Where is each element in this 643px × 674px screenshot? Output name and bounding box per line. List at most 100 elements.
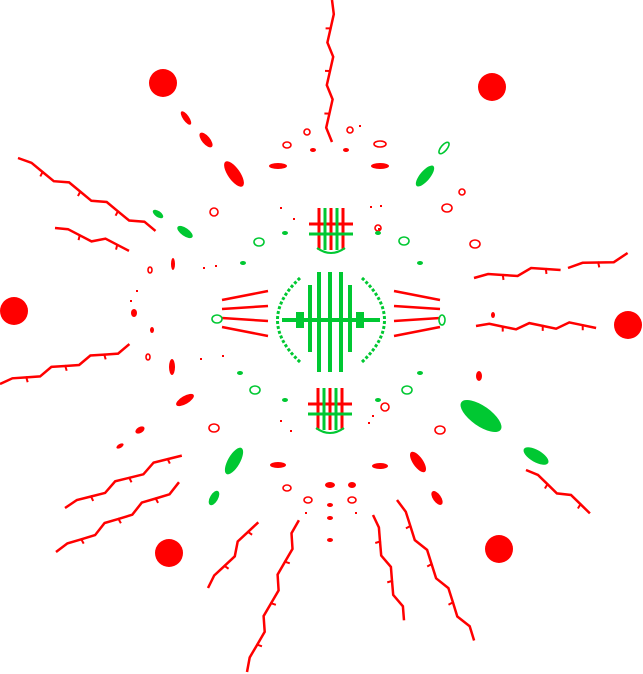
red-radial-stroke-tick	[77, 190, 82, 197]
red-hatch-line	[393, 325, 441, 338]
red-radial-stroke-tick	[246, 530, 253, 536]
red-radial-stroke-tick	[117, 517, 122, 524]
red-radial-stroke-tick	[501, 273, 505, 281]
red-ellipse	[371, 163, 389, 169]
red-ellipse	[347, 496, 357, 504]
red-ellipse	[325, 482, 335, 488]
green-ellipse	[282, 398, 288, 402]
red-hatch-line	[393, 304, 441, 311]
red-radial-stroke-tick	[114, 209, 120, 217]
red-radial-stroke-tick	[405, 524, 412, 530]
red-ellipse	[434, 425, 446, 435]
red-hatch-line	[393, 316, 441, 323]
green-ellipse	[417, 371, 423, 375]
green-ellipse	[398, 236, 410, 246]
red-ellipse	[199, 132, 213, 148]
red-ellipse	[145, 353, 151, 361]
red-ellipse	[343, 148, 349, 152]
red-radial-stroke-tick	[115, 243, 119, 250]
green-ellipse	[401, 385, 413, 395]
red-radial-stroke-tick	[426, 562, 433, 568]
red-radial-stroke-tick	[223, 564, 230, 570]
green-ellipse	[211, 314, 223, 324]
red-radial-stroke	[64, 454, 183, 510]
green-ellipse	[177, 225, 193, 239]
red-radial-stroke-tick	[154, 497, 159, 504]
red-dot	[370, 206, 372, 208]
red-disc	[614, 311, 642, 339]
red-radial-stroke-tick	[283, 560, 291, 565]
red-dot	[280, 420, 282, 422]
green-right-arc	[360, 276, 386, 364]
red-ellipse	[176, 393, 194, 407]
red-radial-stroke-tick	[39, 170, 44, 177]
green-cap	[356, 312, 364, 328]
red-radial-stroke-tick	[79, 537, 85, 545]
red-radial-stroke-tick	[374, 540, 382, 544]
red-ellipse	[116, 443, 124, 449]
red-ellipse	[491, 312, 495, 318]
red-hatch-line	[221, 316, 269, 323]
red-ellipse	[441, 203, 453, 213]
red-disc	[478, 73, 506, 101]
red-ellipse	[224, 161, 244, 187]
green-ellipse	[249, 385, 261, 395]
red-hatch-line	[221, 289, 269, 302]
red-ellipse	[270, 462, 286, 468]
red-radial-stroke-tick	[25, 376, 29, 383]
red-ellipse	[469, 239, 481, 249]
red-dot	[290, 430, 292, 432]
red-dot	[215, 265, 217, 267]
upper-cluster-hook	[316, 247, 346, 254]
red-dot	[380, 205, 382, 207]
red-disc	[149, 69, 177, 97]
red-ellipse	[131, 309, 137, 317]
red-radial-stroke-tick	[386, 579, 394, 584]
green-ellipse	[438, 141, 450, 155]
green-ellipse	[208, 490, 220, 506]
red-ellipse	[327, 538, 333, 542]
red-ellipse	[348, 482, 356, 488]
red-ellipse	[372, 463, 388, 469]
green-ellipse	[375, 398, 381, 402]
red-dot	[378, 228, 380, 230]
green-ellipse	[438, 314, 446, 326]
red-dot	[280, 207, 282, 209]
red-dot	[130, 300, 132, 302]
red-dot	[305, 512, 307, 514]
red-ellipse	[303, 128, 311, 136]
green-ellipse	[523, 447, 549, 465]
red-radial-stroke-tick	[166, 457, 171, 465]
red-radial-stroke-tick	[103, 353, 107, 360]
red-radial-stroke	[395, 499, 476, 641]
red-ellipse	[282, 484, 292, 492]
red-hatch-line	[221, 325, 269, 338]
red-dot	[359, 125, 361, 127]
red-radial-stroke-tick	[269, 601, 277, 606]
red-radial-stroke	[475, 321, 597, 331]
green-ellipse	[253, 237, 265, 247]
red-radial-stroke-tick	[544, 482, 549, 489]
red-radial-stroke-tick	[577, 502, 582, 509]
red-radial-stroke	[371, 514, 406, 621]
red-radial-stroke	[17, 156, 157, 232]
red-radial-stroke-tick	[89, 495, 95, 502]
red-ellipse	[180, 111, 192, 125]
red-radial-stroke-tick	[64, 364, 68, 372]
red-ellipse	[373, 140, 387, 148]
green-ellipse	[240, 261, 246, 265]
red-ellipse	[135, 426, 145, 434]
green-ellipse	[282, 231, 288, 235]
red-dot	[372, 415, 374, 417]
red-dot	[222, 355, 224, 357]
green-layer	[152, 141, 549, 506]
red-radial-stroke	[245, 519, 300, 673]
red-ellipse	[431, 491, 443, 505]
red-hatch-line	[221, 304, 269, 311]
red-ellipse	[150, 327, 154, 333]
green-cap	[296, 312, 304, 328]
red-radial-stroke-tick	[255, 643, 263, 648]
